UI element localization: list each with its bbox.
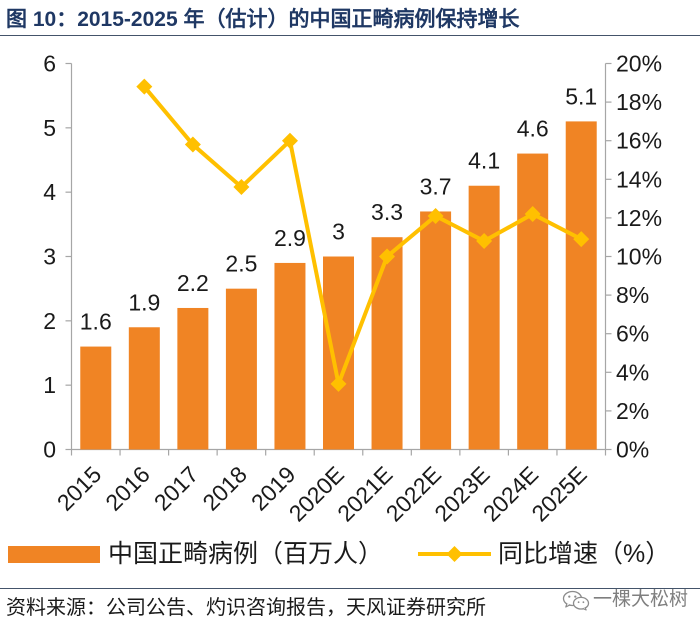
title-divider — [0, 35, 700, 36]
growth-point-2025E — [573, 231, 590, 248]
y-right-tick-label: 6% — [616, 321, 649, 347]
bar-2018 — [225, 288, 257, 450]
bar-2022E — [420, 211, 452, 450]
y-right-tick-label: 0% — [616, 437, 649, 463]
chart: 01234560%2%4%6%8%10%12%14%16%18%20%1.61.… — [43, 51, 662, 527]
growth-point-2022E — [427, 207, 444, 224]
growth-point-2018 — [233, 179, 250, 196]
x-tick-label-2022E: 2022E — [381, 461, 446, 526]
y-left-tick-label: 4 — [43, 179, 56, 205]
bar-value-labels: 1.6 1.9 2.2 2.5 2.9 3 3.3 3.7 4.1 4.6 5.1 — [80, 83, 597, 334]
bar-2024E — [517, 153, 549, 450]
bar-2019 — [274, 262, 306, 450]
y-left-tick-label: 0 — [43, 437, 56, 463]
bar-value-label-2018: 2.5 — [225, 251, 257, 277]
x-tick-label-2016: 2016 — [100, 461, 155, 516]
bar-2017 — [177, 307, 209, 450]
y-right-tick-label: 16% — [616, 128, 662, 154]
y-left-tick-label: 2 — [43, 308, 56, 334]
wechat-icon — [562, 590, 590, 611]
figure-title: 图 10：2015-2025 年（估计）的中国正畸病例保持增长 — [6, 8, 520, 31]
bar-2016 — [128, 327, 160, 450]
growth-series — [136, 78, 590, 392]
x-tick-label-2020E: 2020E — [284, 461, 349, 526]
legend-label-cases: 中国正畸病例（百万人） — [108, 540, 384, 568]
y-right-tick-label: 20% — [616, 51, 662, 77]
y-right-tick-label: 14% — [616, 166, 662, 192]
y-right-tick-label: 8% — [616, 282, 649, 308]
bar-2023E — [468, 185, 500, 450]
growth-point-2023E — [476, 233, 493, 250]
x-tick-label-2023E: 2023E — [429, 461, 494, 526]
bar-value-label-2019: 2.9 — [274, 225, 306, 251]
x-tick-label-2021E: 2021E — [332, 461, 397, 526]
y-right-tick-label: 12% — [616, 205, 662, 231]
y-left-tick-label: 3 — [43, 244, 56, 270]
growth-point-2021E — [379, 248, 396, 265]
bar-value-label-2016: 1.9 — [128, 289, 160, 315]
legend-item-cases: 中国正畸病例（百万人） — [8, 540, 383, 568]
legend-item-growth: 同比增速（%） — [418, 540, 670, 568]
x-tick-label-2025E: 2025E — [526, 461, 591, 526]
axes: 0 1 2 3 4 5 6 0% 2% 4% 6% 8% 10% 12% 14% 16% 18% 20% — [43, 51, 662, 463]
x-tick-label-2017: 2017 — [149, 461, 204, 516]
growth-point-2016 — [136, 78, 153, 95]
footer-divider — [0, 588, 700, 589]
watermark: 一棵大松树 — [562, 589, 688, 611]
legend-label-growth: 同比增速（%） — [498, 540, 671, 568]
bar-series — [80, 121, 597, 450]
bar-value-label-2023E: 4.1 — [468, 148, 500, 174]
x-tick-labels: 201520162017201820192020E2021E2022E2023E… — [52, 461, 592, 526]
growth-point-2024E — [524, 206, 541, 223]
bar-value-label-2022E: 3.7 — [420, 173, 452, 199]
x-tick-label-2018: 2018 — [197, 461, 252, 516]
bar-value-label-2024E: 4.6 — [517, 116, 549, 142]
y-left-tick-label: 6 — [43, 51, 56, 77]
growth-point-2019 — [281, 132, 298, 149]
bar-2021E — [371, 237, 403, 450]
bar-value-label-2020E: 3 — [332, 219, 345, 245]
legend-swatch-bar — [8, 545, 100, 563]
watermark-label: 一棵大松树 — [593, 589, 689, 610]
bar-value-label-2025E: 5.1 — [565, 83, 597, 109]
legend: 中国正畸病例（百万人） 同比增速（%） — [0, 540, 700, 568]
growth-point-2020E — [330, 375, 347, 392]
growth-line — [142, 84, 584, 386]
y-right-tick-label: 2% — [616, 398, 649, 424]
source-note: 资料来源：公司公告、灼识咨询报告，天风证券研究所 — [6, 597, 486, 619]
bar-value-label-2021E: 3.3 — [371, 199, 403, 225]
bar-2025E — [565, 121, 597, 450]
bar-value-label-2015: 1.6 — [80, 309, 112, 335]
legend-swatch-line — [418, 546, 491, 562]
y-right-tick-label: 4% — [616, 359, 649, 385]
y-right-tick-label: 18% — [616, 89, 662, 115]
bar-value-label-2017: 2.2 — [177, 270, 209, 296]
x-tick-label-2024E: 2024E — [478, 461, 543, 526]
bar-2015 — [80, 346, 112, 450]
legend-diamond-marker — [446, 546, 463, 562]
growth-point-2017 — [184, 136, 201, 153]
x-tick-label-2015: 2015 — [52, 461, 107, 516]
y-left-tick-label: 5 — [43, 115, 56, 141]
y-left-tick-label: 1 — [43, 372, 56, 398]
y-right-tick-label: 10% — [616, 244, 662, 270]
